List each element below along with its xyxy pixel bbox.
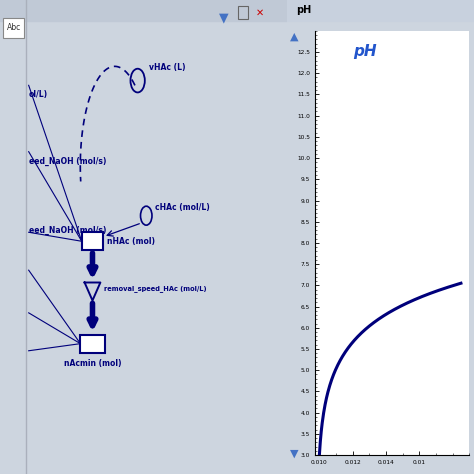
Bar <box>3 18 24 38</box>
Text: nHAc (mol): nHAc (mol) <box>107 237 155 246</box>
Text: Abc: Abc <box>7 24 21 32</box>
Text: nAcmin (mol): nAcmin (mol) <box>64 359 121 368</box>
Text: removal_speed_HAc (mol/L): removal_speed_HAc (mol/L) <box>104 285 207 292</box>
Text: eed_NaOH (mol/s): eed_NaOH (mol/s) <box>28 156 106 166</box>
Bar <box>0 0 287 21</box>
Text: ▼: ▼ <box>290 449 299 459</box>
Bar <box>238 6 248 19</box>
Text: ▼: ▼ <box>219 11 228 25</box>
Text: ✕: ✕ <box>255 7 264 18</box>
Text: ▲: ▲ <box>290 31 299 42</box>
Text: ol/L): ol/L) <box>28 90 48 99</box>
Text: pH: pH <box>296 5 311 15</box>
Bar <box>82 232 103 250</box>
Bar <box>287 0 474 21</box>
Text: vHAc (L): vHAc (L) <box>148 63 185 72</box>
Text: cHAc (mol/L): cHAc (mol/L) <box>155 203 210 212</box>
Text: eed_NaOH (mol/s): eed_NaOH (mol/s) <box>28 226 106 236</box>
Text: pH: pH <box>353 44 376 59</box>
Bar <box>81 335 105 353</box>
